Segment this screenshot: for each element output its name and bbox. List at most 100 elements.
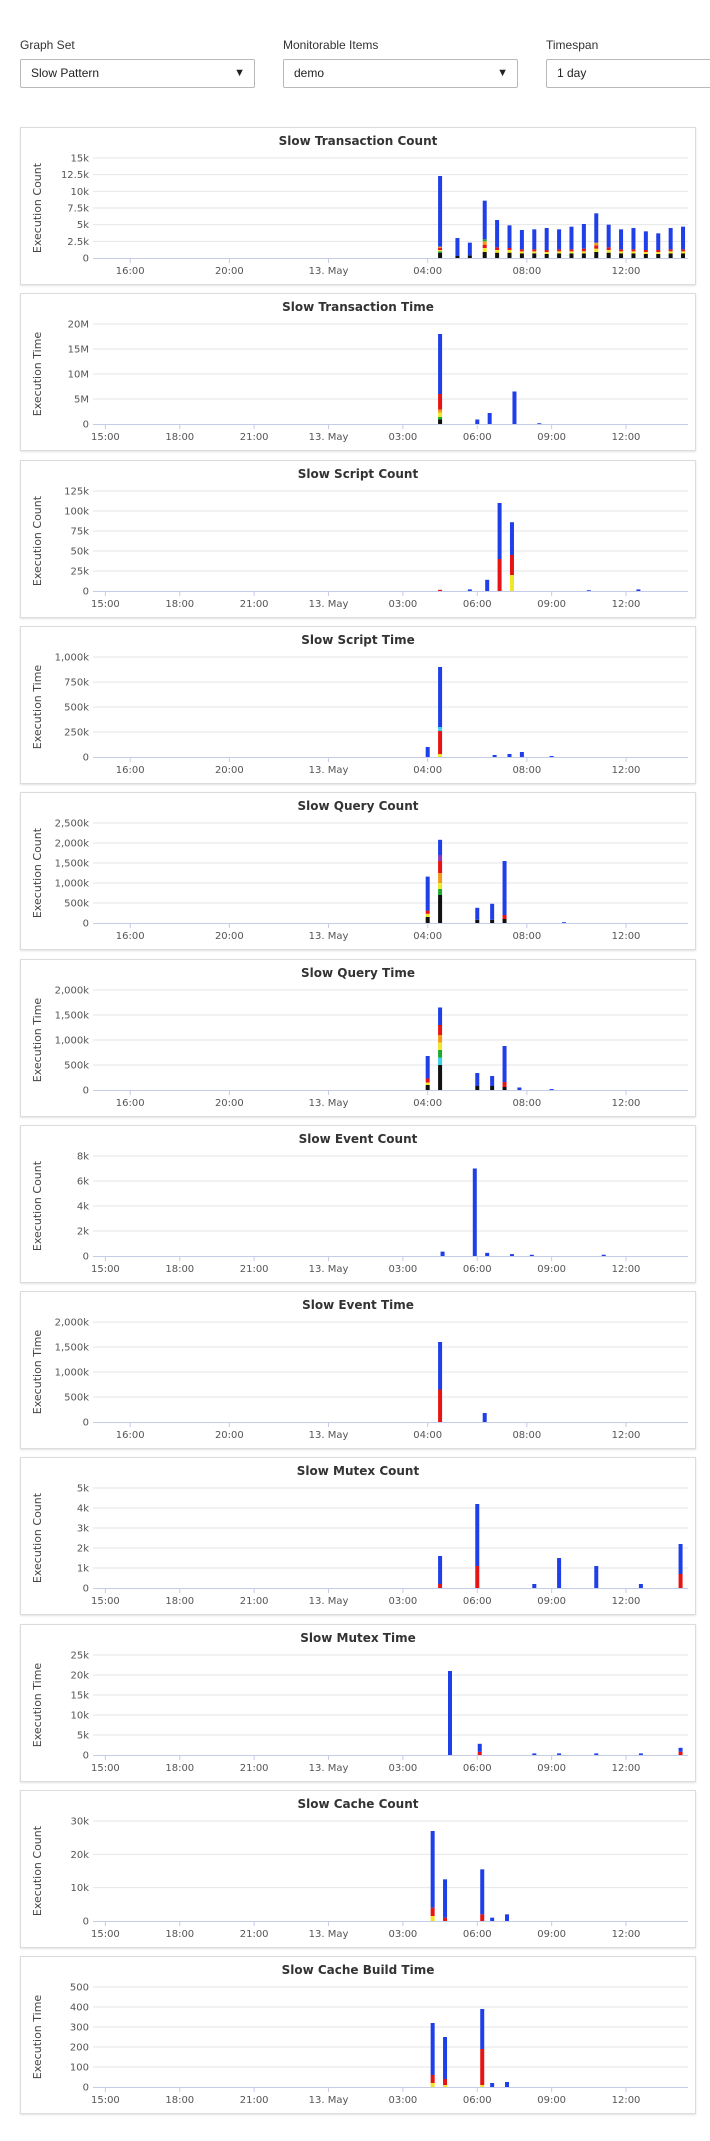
bar[interactable] [517, 1087, 522, 1091]
bar[interactable] [532, 229, 537, 258]
bar[interactable] [438, 334, 443, 424]
bar[interactable] [467, 589, 472, 591]
bar[interactable] [438, 839, 443, 923]
bar[interactable] [668, 228, 673, 258]
bar[interactable] [467, 242, 472, 258]
bar[interactable] [438, 1342, 443, 1422]
bar[interactable] [438, 176, 443, 258]
bar[interactable] [492, 755, 497, 757]
bar[interactable] [631, 228, 636, 258]
bar[interactable] [519, 230, 524, 258]
bar[interactable] [480, 1869, 485, 1921]
bar[interactable] [594, 1566, 599, 1588]
bar-segment [502, 919, 507, 923]
bar[interactable] [480, 2009, 485, 2087]
bar[interactable] [490, 2083, 495, 2087]
bar[interactable] [477, 1743, 482, 1755]
bar[interactable] [425, 747, 430, 757]
monitorable-items-select[interactable]: demo ▼ [283, 59, 518, 88]
bar[interactable] [678, 1544, 683, 1588]
bar[interactable] [425, 1056, 430, 1090]
bar[interactable] [562, 922, 567, 923]
bar[interactable] [438, 1556, 443, 1588]
bar[interactable] [594, 213, 599, 258]
bar-segment [678, 1751, 683, 1755]
bar[interactable] [497, 503, 502, 591]
bar[interactable] [569, 226, 574, 258]
bar[interactable] [512, 391, 517, 425]
bar[interactable] [495, 220, 500, 258]
bar-segment [594, 245, 599, 249]
bar[interactable] [594, 1753, 599, 1755]
bar[interactable] [557, 229, 562, 258]
bar[interactable] [557, 1558, 562, 1588]
bar[interactable] [430, 2023, 435, 2087]
bar[interactable] [586, 590, 591, 591]
bar[interactable] [519, 752, 524, 757]
bar[interactable] [636, 589, 641, 591]
bar[interactable] [440, 1251, 445, 1256]
bar[interactable] [448, 1671, 452, 1755]
bar[interactable] [502, 1046, 507, 1090]
bar[interactable] [505, 1914, 510, 1921]
bar[interactable] [502, 861, 507, 923]
bar[interactable] [485, 579, 490, 591]
x-tick-label: 20:00 [215, 1098, 244, 1109]
bar[interactable] [557, 1753, 562, 1755]
bar-segment [430, 2083, 435, 2087]
bar[interactable] [532, 1584, 537, 1588]
bar[interactable] [601, 1254, 606, 1256]
bar[interactable] [509, 1254, 514, 1256]
bar[interactable] [472, 1168, 477, 1257]
bar[interactable] [581, 224, 586, 258]
bar[interactable] [443, 1879, 448, 1921]
bar[interactable] [537, 423, 542, 425]
bar[interactable] [638, 1584, 643, 1588]
bar[interactable] [619, 229, 624, 258]
bar[interactable] [475, 907, 480, 923]
bar[interactable] [490, 1076, 495, 1090]
bar[interactable] [505, 2082, 510, 2087]
bar[interactable] [438, 1007, 443, 1091]
bar[interactable] [638, 1753, 643, 1755]
bar[interactable] [438, 589, 443, 591]
bar-segment [638, 1584, 643, 1588]
x-tick-label: 13. May [309, 1430, 349, 1441]
bar[interactable] [430, 1831, 435, 1921]
chart-panel: Slow Script Time Execution Time 0 250k 500k 7… [20, 626, 696, 784]
bar[interactable] [656, 233, 661, 258]
y-tick-label: 2k [77, 1227, 89, 1238]
bar[interactable] [443, 2037, 448, 2087]
bar[interactable] [482, 200, 487, 258]
bar-segment [502, 1082, 507, 1087]
bar[interactable] [549, 756, 554, 757]
bar[interactable] [438, 667, 443, 757]
bar[interactable] [606, 224, 611, 258]
bar[interactable] [509, 522, 514, 591]
y-tick-label: 4k [77, 1202, 89, 1213]
bar[interactable] [681, 226, 686, 258]
bar[interactable] [455, 238, 460, 258]
x-tick-label: 12:00 [612, 765, 641, 776]
bar[interactable] [475, 419, 480, 425]
bar[interactable] [507, 225, 512, 258]
bar[interactable] [485, 1252, 490, 1256]
bar[interactable] [475, 1073, 480, 1090]
bar[interactable] [425, 876, 430, 923]
bar[interactable] [482, 1413, 487, 1422]
timespan-select[interactable]: 1 day [546, 59, 710, 88]
bar[interactable] [549, 1089, 554, 1090]
bar[interactable] [643, 231, 648, 258]
bar[interactable] [490, 1917, 495, 1921]
bar[interactable] [487, 413, 492, 424]
bar[interactable] [529, 1254, 534, 1256]
bar[interactable] [544, 228, 549, 258]
bar[interactable] [678, 1747, 683, 1755]
y-tick-label: 0 [83, 254, 89, 265]
bar[interactable] [507, 754, 512, 757]
bar[interactable] [475, 1504, 480, 1588]
bar[interactable] [532, 1753, 537, 1755]
bar[interactable] [490, 903, 495, 923]
bar-segment [425, 747, 430, 757]
graph-set-select[interactable]: Slow Pattern ▼ [20, 59, 255, 88]
